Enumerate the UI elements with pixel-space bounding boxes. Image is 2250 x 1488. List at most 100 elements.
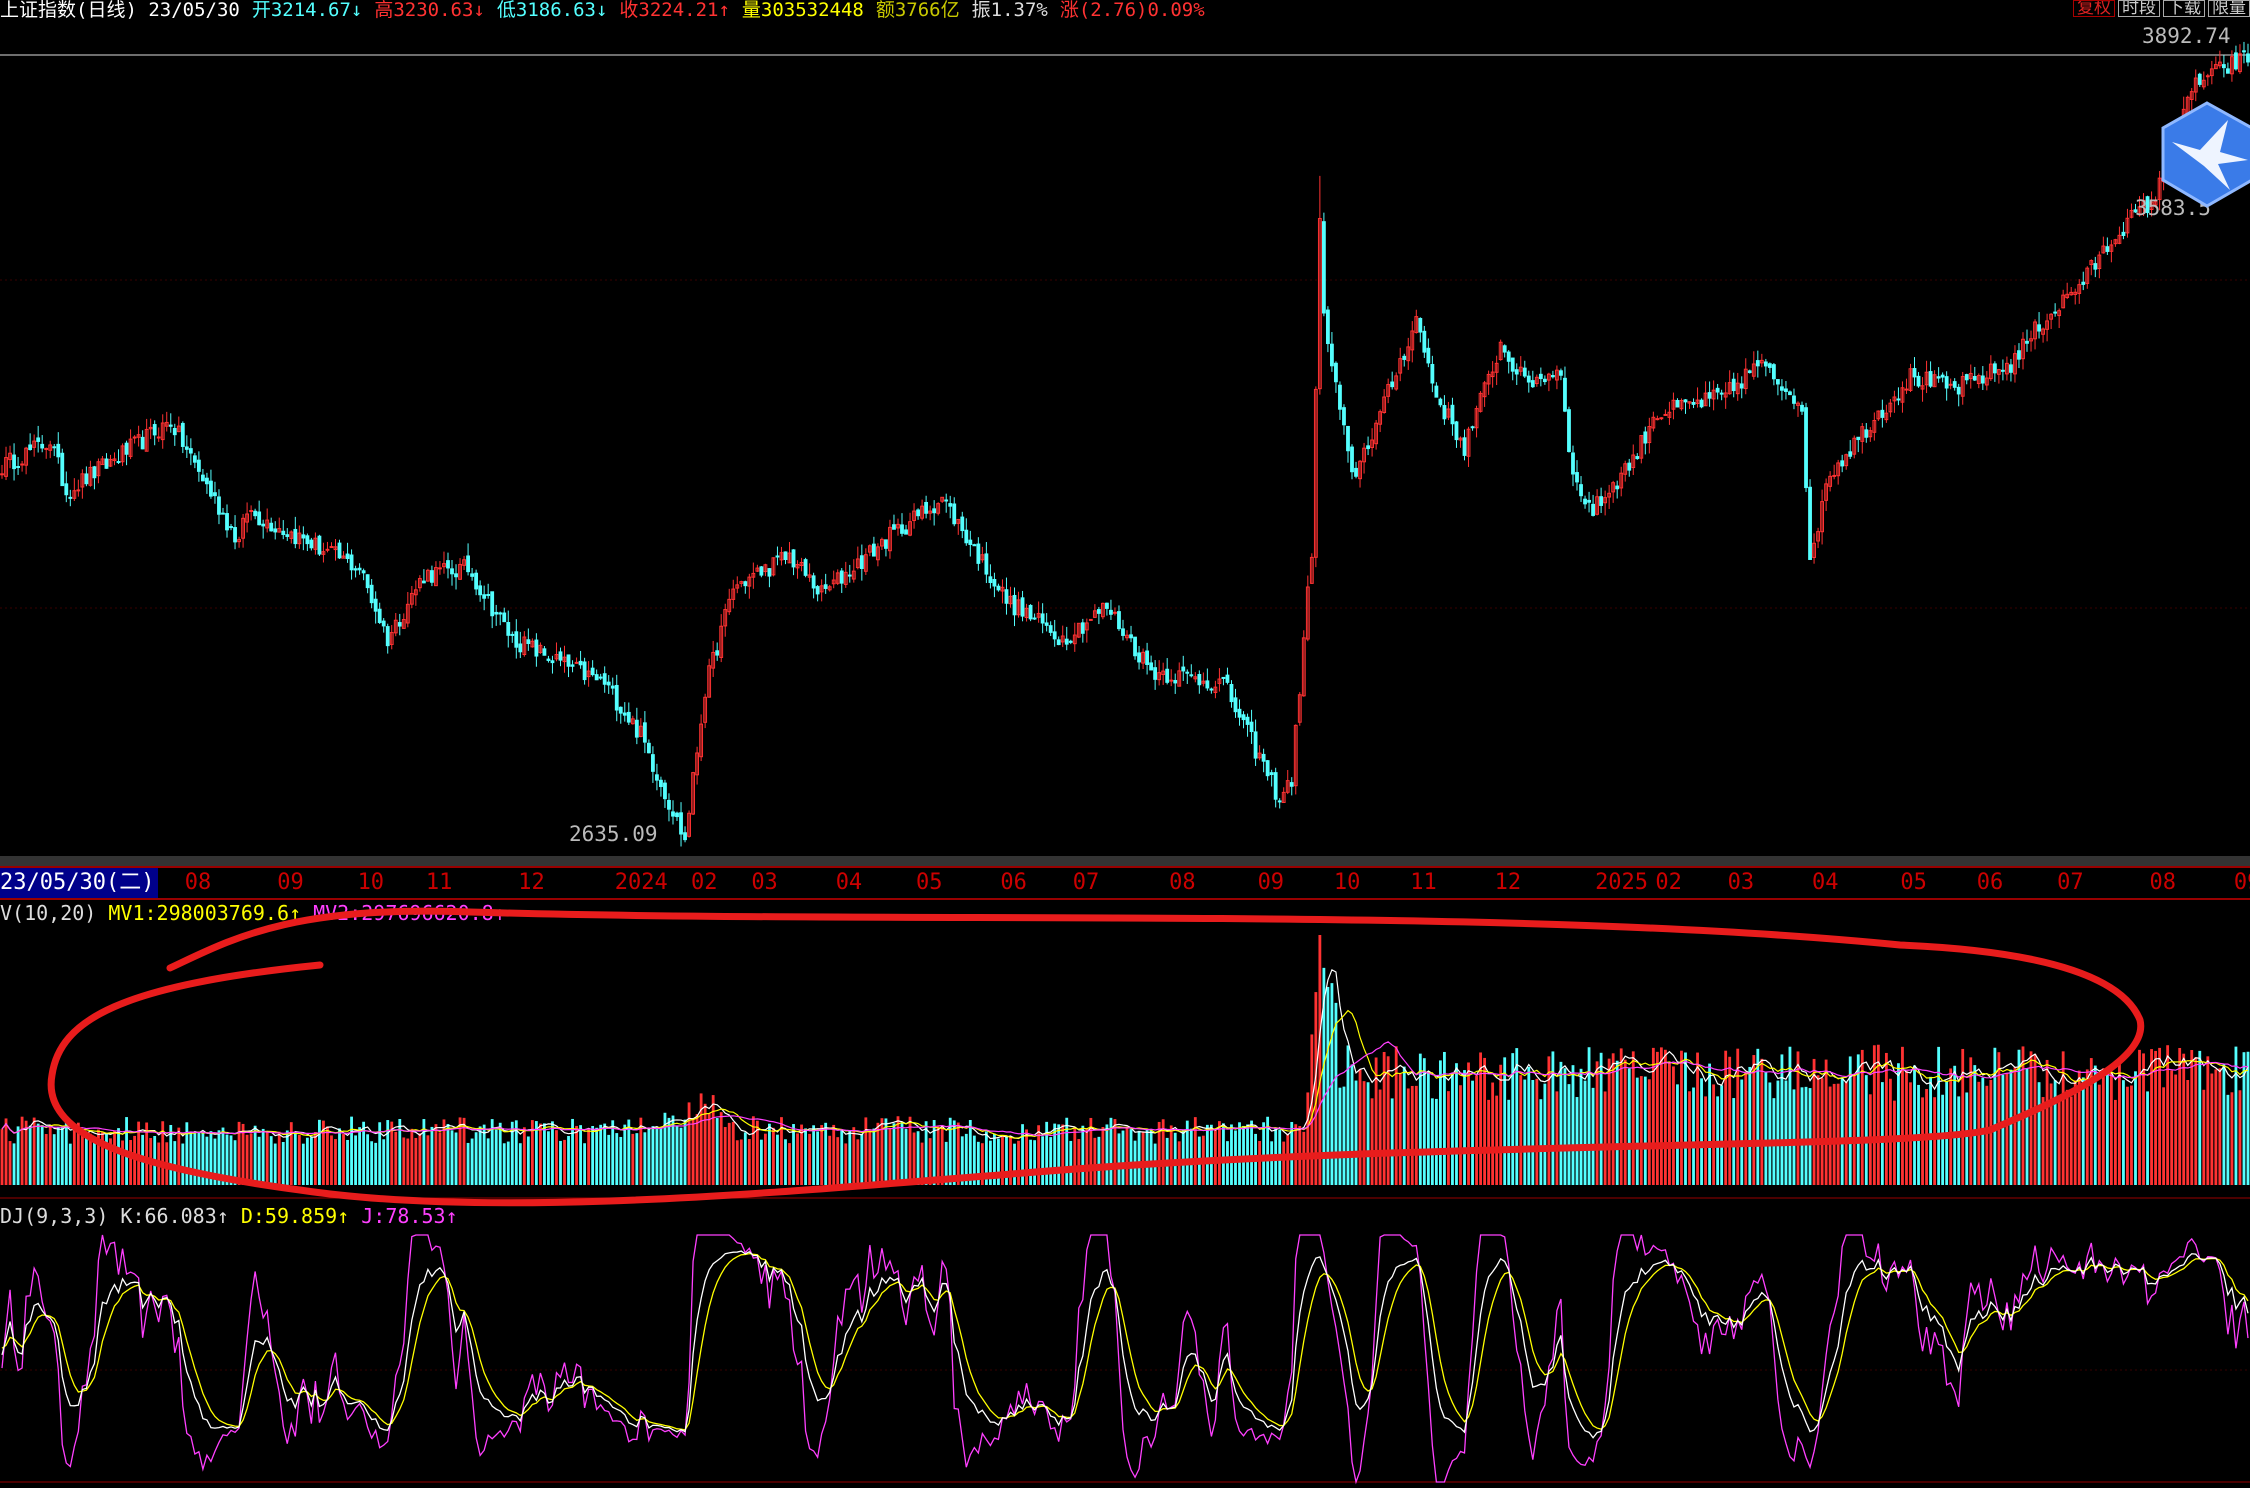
volume-bar: [559, 1140, 562, 1185]
volume-bar: [1145, 1129, 1149, 1185]
candle-up: [1868, 430, 1873, 438]
candle-up: [2157, 177, 2162, 201]
volume-bar: [555, 1130, 558, 1185]
download-button[interactable]: 下载: [2163, 0, 2205, 17]
volume-bar: [2001, 1074, 2005, 1185]
candle-down: [1105, 602, 1109, 609]
candle-up: [1076, 622, 1081, 638]
candle-down: [1012, 594, 1017, 616]
volume-bar: [1780, 1054, 1784, 1185]
volume-bar: [1378, 1089, 1382, 1185]
bird-logo-icon[interactable]: [2160, 100, 2250, 210]
candle-down: [1189, 674, 1194, 677]
candle-down: [1068, 640, 1073, 643]
candle-up: [755, 567, 760, 572]
volume-bar: [334, 1139, 337, 1185]
candle-down: [606, 681, 611, 686]
volume-bar: [1724, 1050, 1728, 1185]
candle-up: [2217, 61, 2222, 67]
candle-up: [462, 559, 466, 566]
volume-bar: [1647, 1079, 1651, 1185]
volume-bar: [2246, 1051, 2250, 1185]
candle-up: [1125, 634, 1129, 639]
volume-bar: [1463, 1070, 1466, 1185]
period-button[interactable]: 时段: [2118, 0, 2160, 17]
candle-up: [1595, 496, 1600, 515]
volume-bar: [691, 1117, 695, 1185]
candle-up: [2065, 293, 2070, 299]
volume-bar: [1740, 1079, 1744, 1185]
volume-bar: [253, 1125, 257, 1185]
volume-bar: [2226, 1094, 2230, 1185]
candle-down: [1185, 671, 1190, 674]
volume-bar: [1587, 1047, 1591, 1185]
volume-bar: [12, 1143, 16, 1185]
volume-bar: [2206, 1056, 2210, 1185]
candle-up: [2141, 199, 2146, 208]
volume-bar: [2154, 1050, 2157, 1185]
date-axis-label: 07: [1072, 870, 1100, 895]
candle-down: [550, 660, 555, 664]
candle-down: [1225, 674, 1230, 683]
volume-bar: [1776, 1080, 1780, 1185]
volume-bar: [2166, 1045, 2170, 1185]
candle-down: [1338, 384, 1342, 410]
volume-bar: [1929, 1076, 1932, 1185]
volume-bar: [864, 1117, 868, 1185]
candle-down: [1944, 376, 1949, 389]
candle-down: [1567, 409, 1571, 453]
candle-up: [2129, 209, 2134, 218]
candle-down: [365, 574, 370, 589]
volume-bar: [1965, 1092, 1969, 1185]
candle-down: [634, 719, 639, 738]
volume-bar: [197, 1133, 201, 1185]
candle-up: [1410, 330, 1415, 351]
volume-bar: [1262, 1122, 1266, 1185]
change-value: 涨(2.76)0.09%: [1059, 0, 1205, 21]
candle-up: [1900, 387, 1905, 403]
date-axis-label: 11: [425, 870, 453, 895]
candle-up: [1667, 411, 1672, 418]
candle-up: [1743, 368, 1748, 390]
candle-down: [1615, 485, 1620, 490]
candle-down: [2025, 340, 2029, 344]
volume-bar: [502, 1143, 506, 1185]
candle-down: [675, 812, 679, 818]
volume-bar: [1306, 1092, 1310, 1185]
volume-bar: [1197, 1136, 1201, 1185]
candle-up: [1370, 439, 1375, 448]
volume-bar: [346, 1139, 349, 1185]
candle-down: [1321, 221, 1326, 314]
low-price: 低3186.63↓: [496, 0, 608, 21]
candle-down: [594, 674, 599, 681]
candle-up: [1498, 341, 1503, 361]
candle-down: [470, 573, 475, 577]
volume-bar: [1868, 1094, 1872, 1185]
candle-up: [425, 569, 430, 582]
candle-down: [1719, 392, 1724, 395]
volume-bar: [575, 1125, 578, 1185]
candle-up: [108, 458, 113, 467]
date-axis-label: 05: [1900, 870, 1927, 895]
volume-bar: [1720, 1085, 1724, 1185]
candle-down: [904, 529, 908, 535]
volume-bar: [1611, 1053, 1615, 1185]
volume-bar: [402, 1137, 406, 1185]
candle-down: [767, 568, 772, 577]
volume-bar: [1093, 1137, 1097, 1185]
volume-bar: [1097, 1136, 1101, 1185]
candle-down: [976, 543, 981, 564]
candle-down: [2093, 263, 2098, 270]
candle-up: [1884, 412, 1889, 421]
restore-rights-button[interactable]: 复权: [2073, 0, 2115, 17]
candle-up: [1844, 454, 1849, 467]
volume-bar: [518, 1143, 522, 1185]
candle-down: [261, 523, 266, 527]
volume-bar: [1933, 1097, 1937, 1185]
volume-bar: [342, 1134, 345, 1185]
volume-bar: [1800, 1087, 1804, 1185]
volume-bar: [125, 1117, 128, 1185]
volume-bar: [2041, 1097, 2045, 1185]
candle-down: [578, 660, 583, 666]
